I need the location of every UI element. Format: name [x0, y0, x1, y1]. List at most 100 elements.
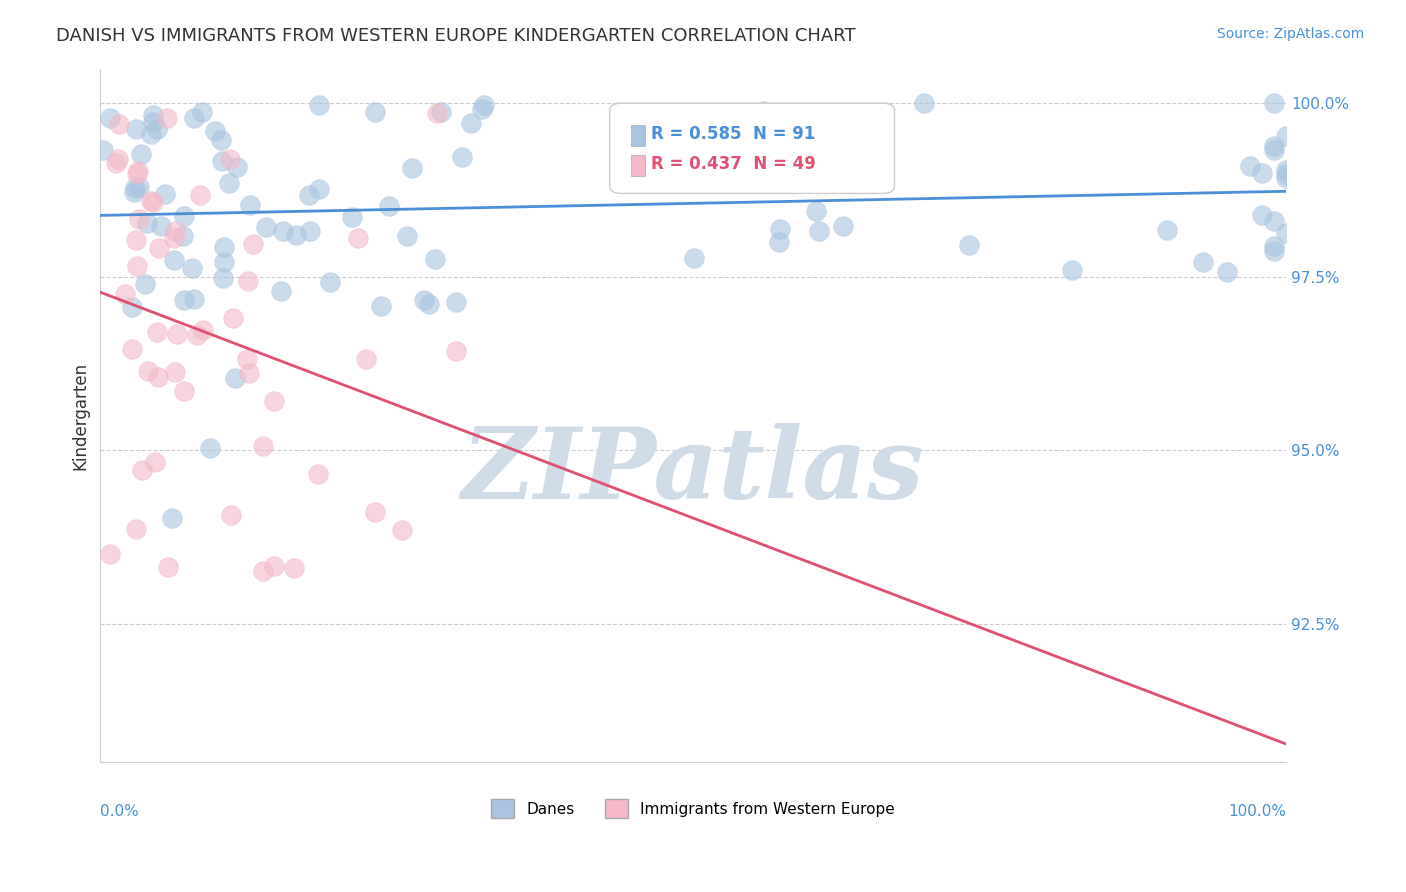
Point — [162, 511, 184, 525]
Point — [768, 235, 790, 250]
Point — [146, 325, 169, 339]
Point — [124, 181, 146, 195]
Point — [125, 122, 148, 136]
Point — [748, 161, 770, 175]
Point — [1251, 166, 1274, 180]
Point — [125, 233, 148, 247]
Point — [211, 154, 233, 169]
Point — [145, 121, 167, 136]
Point — [131, 463, 153, 477]
Point — [912, 96, 935, 111]
Point — [180, 261, 202, 276]
Point — [156, 560, 179, 574]
Point — [156, 111, 179, 125]
Point — [342, 211, 364, 225]
Point — [1156, 223, 1178, 237]
Point — [153, 187, 176, 202]
Point — [224, 371, 246, 385]
Point — [98, 111, 121, 125]
Point — [105, 156, 128, 170]
Point — [214, 240, 236, 254]
Point — [125, 522, 148, 536]
Point — [308, 182, 330, 196]
Point — [172, 228, 194, 243]
Point — [163, 231, 186, 245]
Point — [263, 393, 285, 408]
Point — [173, 384, 195, 398]
Point — [226, 160, 249, 174]
Point — [752, 103, 775, 118]
Point — [198, 442, 221, 456]
Point — [308, 98, 330, 112]
Point — [364, 504, 387, 518]
Point — [824, 120, 846, 135]
Point — [114, 287, 136, 301]
Point — [98, 547, 121, 561]
Point — [472, 98, 495, 112]
Point — [239, 197, 262, 211]
Point — [148, 241, 170, 255]
Point — [204, 124, 226, 138]
Text: DANISH VS IMMIGRANTS FROM WESTERN EUROPE KINDERGARTEN CORRELATION CHART: DANISH VS IMMIGRANTS FROM WESTERN EUROPE… — [56, 27, 856, 45]
Point — [252, 564, 274, 578]
Point — [1192, 254, 1215, 268]
Point — [218, 153, 240, 167]
FancyBboxPatch shape — [610, 103, 894, 194]
Point — [173, 293, 195, 308]
Text: 0.0%: 0.0% — [100, 804, 138, 819]
Point — [364, 105, 387, 120]
Point — [252, 439, 274, 453]
Point — [149, 219, 172, 233]
Point — [1275, 129, 1298, 144]
Point — [751, 145, 773, 159]
Legend: Danes, Immigrants from Western Europe: Danes, Immigrants from Western Europe — [485, 793, 901, 824]
FancyBboxPatch shape — [631, 126, 645, 146]
Point — [347, 230, 370, 244]
Point — [1263, 139, 1285, 153]
Point — [391, 523, 413, 537]
Text: ZIPatlas: ZIPatlas — [461, 423, 924, 519]
Point — [354, 352, 377, 367]
Point — [165, 365, 187, 379]
Point — [1275, 226, 1298, 240]
Point — [254, 220, 277, 235]
Point — [263, 558, 285, 573]
Point — [125, 259, 148, 273]
Point — [191, 105, 214, 120]
Point — [298, 224, 321, 238]
Point — [1215, 265, 1237, 279]
Text: Source: ZipAtlas.com: Source: ZipAtlas.com — [1216, 27, 1364, 41]
Point — [235, 351, 257, 366]
Point — [283, 561, 305, 575]
Point — [107, 152, 129, 166]
Point — [125, 167, 148, 181]
Point — [190, 187, 212, 202]
Point — [218, 176, 240, 190]
Point — [460, 116, 482, 130]
Point — [1239, 159, 1261, 173]
Point — [1263, 96, 1285, 111]
Point — [146, 370, 169, 384]
Point — [108, 117, 131, 131]
Point — [768, 222, 790, 236]
Point — [1275, 162, 1298, 177]
Point — [141, 128, 163, 142]
Point — [128, 179, 150, 194]
Point — [166, 326, 188, 341]
FancyBboxPatch shape — [631, 155, 645, 176]
Point — [128, 211, 150, 226]
Point — [720, 110, 742, 124]
Point — [298, 188, 321, 202]
Point — [319, 275, 342, 289]
Point — [418, 297, 440, 311]
Point — [136, 364, 159, 378]
Point — [219, 508, 242, 523]
Point — [122, 185, 145, 199]
Point — [211, 271, 233, 285]
Point — [423, 252, 446, 266]
Text: 100.0%: 100.0% — [1227, 804, 1286, 819]
Point — [242, 236, 264, 251]
Point — [451, 150, 474, 164]
Point — [191, 323, 214, 337]
Point — [426, 105, 449, 120]
